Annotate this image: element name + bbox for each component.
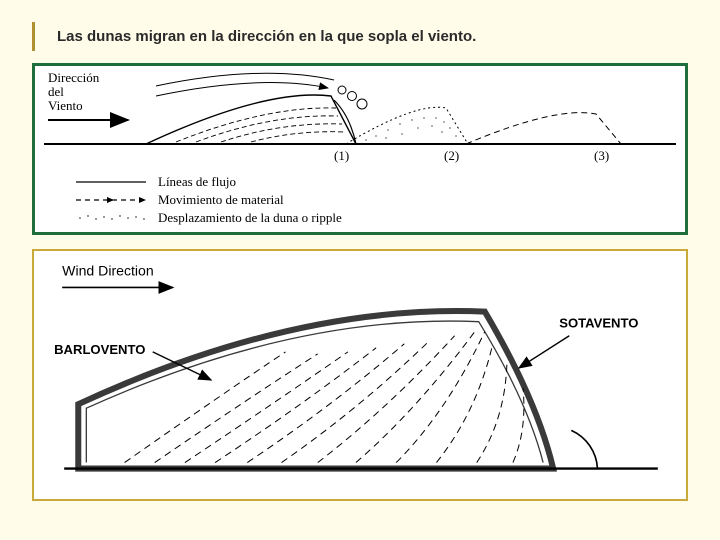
title-bar: Las dunas migran en la dirección en la q… <box>32 22 688 51</box>
page-title: Las dunas migran en la dirección en la q… <box>57 28 688 45</box>
angle-arc-icon <box>571 430 597 468</box>
barlovento-label: BARLOVENTO <box>54 342 145 357</box>
mark-3: (3) <box>594 148 609 163</box>
legend-flow: Líneas de flujo <box>158 174 236 189</box>
legend: Líneas de flujo Movimiento de material D… <box>76 174 342 225</box>
wind-label-1: Dirección <box>48 70 100 85</box>
dune-outline <box>64 311 658 469</box>
wind-label-3: Viento <box>48 98 83 113</box>
legend-shift: Desplazamiento de la duna o ripple <box>158 210 342 225</box>
dune-3 <box>466 113 621 144</box>
diagram-dune-cross-section: Wind Direction BARLOVENTO <box>32 249 688 501</box>
sotavento-label: SOTAVENTO <box>559 316 638 331</box>
dune-1 <box>146 73 367 144</box>
legend-move: Movimiento de material <box>158 192 284 207</box>
mark-2: (2) <box>444 148 459 163</box>
cross-bedding <box>125 332 524 463</box>
mark-1: (1) <box>334 148 349 163</box>
dune-2 <box>346 107 468 144</box>
sotavento-arrow-icon <box>519 336 569 368</box>
diagram-dune-migration: Dirección del Viento <box>32 63 688 235</box>
wind-direction-label: Wind Direction <box>62 262 154 278</box>
wind-label-2: del <box>48 84 64 99</box>
